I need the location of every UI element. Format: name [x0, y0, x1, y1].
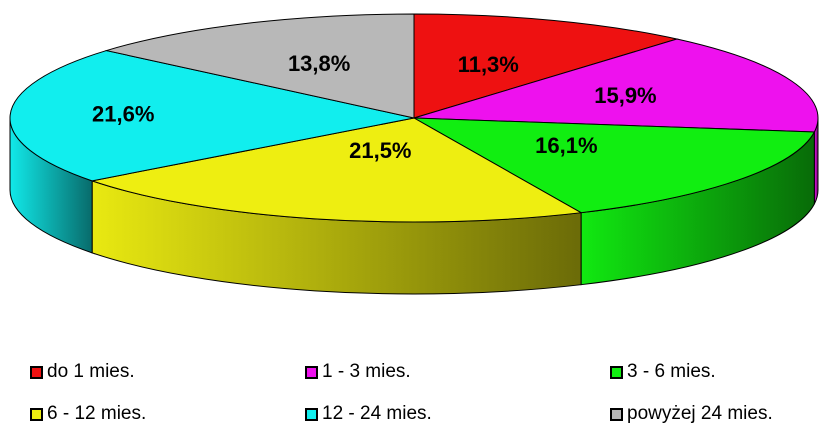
legend-label: 3 - 6 mies. — [627, 361, 716, 382]
legend-swatch — [305, 407, 318, 421]
legend-swatch — [610, 407, 623, 421]
legend-label: 6 - 12 mies. — [47, 403, 147, 424]
pie-labels: 11,3% 15,9% 16,1% 21,5% 21,6% 13,8% — [92, 51, 657, 163]
legend-swatch — [305, 365, 318, 379]
legend-label: 12 - 24 mies. — [322, 403, 432, 424]
legend-label: do 1 mies. — [47, 361, 135, 382]
legend-label: 1 - 3 mies. — [322, 361, 411, 382]
data-label-2: 16,1% — [535, 133, 597, 158]
data-label-0: 11,3% — [458, 52, 519, 77]
legend-swatch — [30, 407, 43, 421]
pie-slice-3 — [90, 117, 583, 223]
data-label-4: 21,6% — [92, 102, 154, 127]
pie-slice-5 — [104, 13, 415, 119]
legend-swatch — [30, 365, 43, 379]
pie-tops — [9, 13, 819, 223]
pie-sides — [9, 117, 819, 295]
legend-item: 1 - 3 mies. — [305, 360, 411, 384]
data-label-3: 21,5% — [349, 138, 411, 163]
pie-slice-1 — [413, 38, 819, 133]
pie-slice-0 — [413, 13, 679, 119]
data-label-1: 15,9% — [594, 83, 656, 108]
legend: do 1 mies. 1 - 3 mies. 3 - 6 mies. 6 - 12 m… — [30, 360, 820, 441]
legend-item: 3 - 6 mies. — [610, 360, 716, 384]
legend-item: 6 - 12 mies. — [30, 402, 146, 426]
pie-slice-4 — [9, 50, 415, 182]
legend-item: powyżej 24 mies. — [610, 402, 773, 426]
legend-label: powyżej 24 mies. — [627, 403, 773, 424]
data-label-5: 13,8% — [288, 51, 350, 76]
legend-item: 12 - 24 mies. — [305, 402, 432, 426]
pie-slice-2 — [413, 117, 816, 214]
legend-swatch — [610, 365, 623, 379]
legend-item: do 1 mies. — [30, 360, 135, 384]
